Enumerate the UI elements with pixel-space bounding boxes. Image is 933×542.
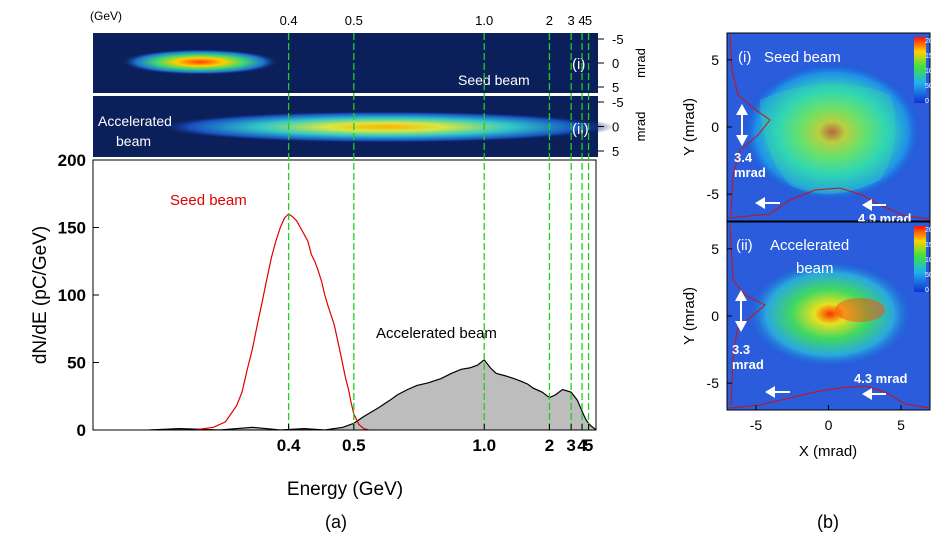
map-i-title: Seed beam <box>764 49 841 66</box>
cbar1-tick-0: 20 <box>925 38 933 45</box>
image-1-tick-0: -5 <box>612 95 624 110</box>
image-i-title: Seed beam <box>458 72 530 88</box>
spectrum-x-label: Energy (GeV) <box>287 479 403 500</box>
seed-beam-line <box>193 213 369 430</box>
seed-beam-image <box>93 33 598 93</box>
spectrum-y-label: dN/dE (pC/GeV) <box>30 226 51 364</box>
cbar1-tick-2: 10 <box>925 68 933 75</box>
cbar2-tick-3: 50 <box>925 272 933 279</box>
x-tick-label-0: 0.4 <box>277 436 301 455</box>
y-tick-label-2: 100 <box>58 286 86 305</box>
x-tick-label-6: 5 <box>584 436 593 455</box>
map-ii-x-tick-1: 0 <box>825 417 833 433</box>
map-ii-annotation-y-value: 3.3 <box>732 342 750 357</box>
y-tick-label-1: 50 <box>67 354 86 373</box>
map-ii-y-tick-2: 5 <box>711 241 719 257</box>
map-i-y-tick-1: 0 <box>711 119 719 135</box>
image-0-tick-0: -5 <box>612 32 624 47</box>
accelerated-beam-line <box>148 358 596 430</box>
accelerated-beam-legend: Accelerated beam <box>376 325 497 342</box>
map-ii-y-label: Y (mrad) <box>681 287 698 345</box>
top-tick-5: 4 <box>578 13 585 28</box>
top-axis-unit: (GeV) <box>90 9 122 23</box>
map-ii-title-line1: Accelerated <box>770 237 849 254</box>
map-i-annotation-y-value: 3.4 <box>734 150 753 165</box>
cbar1-tick-4: 0 <box>925 98 929 105</box>
seed-beam-legend: Seed beam <box>170 192 247 209</box>
map-axes: -5 0 5 -5 0 5 -5 0 5 <box>707 52 906 433</box>
map-i-y-tick-0: -5 <box>707 186 720 202</box>
image-i-label: (i) <box>572 56 585 73</box>
y-tick-label-4: 200 <box>58 151 86 170</box>
image-1-tick-2: 5 <box>612 144 619 159</box>
map-ii-horizontal-arrows <box>765 386 886 400</box>
image-y-axes: -5 0 5 mrad -5 0 5 mrad <box>598 32 648 159</box>
cbar1-tick-1: 15 <box>925 53 933 60</box>
map-i <box>726 32 931 222</box>
spectrum-y-axis: 0 50 100 150 200 <box>58 151 99 440</box>
top-tick-1: 0.5 <box>345 13 363 28</box>
panel-label-b: (b) <box>817 512 839 532</box>
image-1-unit: mrad <box>633 112 648 142</box>
cbar2-tick-0: 20 <box>925 227 933 234</box>
map-ii-x-tick-2: 5 <box>897 417 905 433</box>
map-ii-vertical-arrow <box>735 290 747 332</box>
image-ii-title-line2: beam <box>116 133 151 149</box>
spectrum-plot <box>92 159 597 431</box>
cbar1-tick-3: 50 <box>925 83 933 90</box>
x-tick-label-5: 4 <box>577 436 587 455</box>
top-tick-3: 2 <box>546 13 553 28</box>
map-x-label: X (mrad) <box>799 443 857 460</box>
image-ii-label: (ii) <box>572 121 589 138</box>
image-ii-title-line1: Accelerated <box>98 113 172 129</box>
map-i-vertical-arrow <box>736 104 748 146</box>
map-ii-y-tick-0: -5 <box>707 375 720 391</box>
energy-guide-lines <box>287 33 590 430</box>
top-tick-2: 1.0 <box>475 13 493 28</box>
top-axis-ticks: 0.4 0.5 1.0 2 3 4 5 <box>280 13 593 28</box>
map-ii-x-tick-0: -5 <box>750 417 763 433</box>
cbar2-tick-1: 15 <box>925 242 933 249</box>
accelerated-beam-fill <box>148 359 596 430</box>
map-ii-colorbar-ticks: 20 15 10 50 0 <box>925 227 933 294</box>
map-ii-annotation-y-unit: mrad <box>732 357 764 372</box>
map-i-annotation-y-unit: mrad <box>734 165 766 180</box>
spectrum-x-axis: 0.4 0.5 1.0 2 3 45 <box>277 424 593 455</box>
panel-label-a: (a) <box>325 512 347 532</box>
image-0-unit: mrad <box>633 48 648 78</box>
top-tick-6: 5 <box>585 13 592 28</box>
top-tick-0: 0.4 <box>280 13 298 28</box>
map-ii-title-line2: beam <box>796 260 834 277</box>
x-tick-label-4: 3 <box>566 436 575 455</box>
map-ii-y-tick-1: 0 <box>711 308 719 324</box>
image-0-tick-1: 0 <box>612 56 619 71</box>
accelerated-beam-image <box>93 96 615 157</box>
map-i-roman: (i) <box>738 49 751 66</box>
cbar2-tick-4: 0 <box>925 287 929 294</box>
x-tick-label-1: 0.5 <box>342 436 366 455</box>
x-tick-label-3: 2 <box>545 436 554 455</box>
image-1-tick-1: 0 <box>612 120 619 135</box>
map-i-y-label: Y (mrad) <box>681 98 698 156</box>
y-tick-label-0: 0 <box>77 421 86 440</box>
map-ii-annotation-x: 4.3 mrad <box>854 371 908 386</box>
image-0-tick-2: 5 <box>612 80 619 95</box>
map-i-colorbar-ticks: 20 15 10 50 0 <box>925 38 933 105</box>
top-tick-4: 3 <box>568 13 575 28</box>
map-ii <box>726 221 931 411</box>
map-i-y-tick-2: 5 <box>711 52 719 68</box>
cbar2-tick-2: 10 <box>925 257 933 264</box>
x-tick-label-2: 1.0 <box>472 436 496 455</box>
map-i-horizontal-arrows <box>755 197 886 211</box>
y-tick-label-3: 150 <box>58 219 86 238</box>
map-ii-roman: (ii) <box>736 237 753 254</box>
